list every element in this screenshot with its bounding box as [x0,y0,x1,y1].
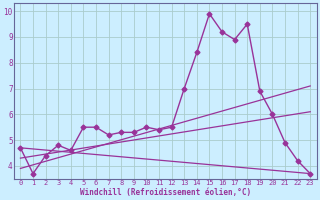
X-axis label: Windchill (Refroidissement éolien,°C): Windchill (Refroidissement éolien,°C) [80,188,251,197]
